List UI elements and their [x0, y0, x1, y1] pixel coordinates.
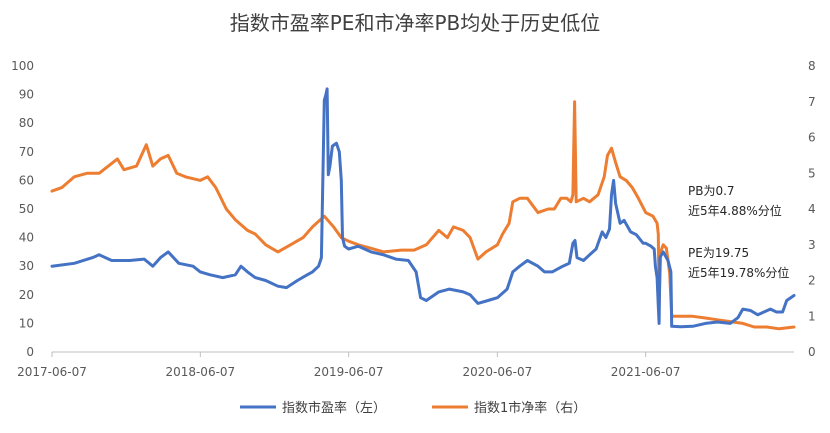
y-right-tick-label: 3 — [808, 238, 816, 252]
y-right-tick-label: 0 — [808, 345, 816, 359]
y-left-tick-label: 10 — [19, 316, 34, 330]
x-tick-label: 2017-06-07 — [17, 365, 87, 379]
y-right-tick-label: 6 — [808, 131, 816, 145]
annotation-pb-line-2: 近5年4.88%分位 — [688, 203, 782, 218]
annotation-pb: PB为0.7 近5年4.88%分位 — [688, 184, 782, 218]
legend: 指数市盈率（左） 指数1市净率（右） — [240, 400, 586, 416]
y-left-tick-label: 70 — [19, 145, 34, 159]
y-right-tick-label: 2 — [808, 274, 816, 288]
series-line-pe — [50, 87, 796, 329]
y-left-tick-label: 100 — [11, 59, 34, 73]
y-left-tick-label: 0 — [26, 345, 34, 359]
annotation-pb-line-1: PB为0.7 — [688, 184, 735, 198]
annotation-pe-line-1: PE为19.75 — [688, 246, 749, 260]
y-left-tick-label: 30 — [19, 259, 34, 273]
y-left-tick-label: 40 — [19, 231, 34, 245]
series-layer — [50, 87, 796, 331]
y-right-tick-label: 5 — [808, 166, 816, 180]
y-left-tick-label: 80 — [19, 116, 34, 130]
x-tick-label: 2020-06-07 — [462, 365, 532, 379]
y-right-tick-label: 7 — [808, 95, 816, 109]
annotation-pe: PE为19.75 近5年19.78%分位 — [688, 246, 789, 280]
annotation-pe-line-2: 近5年19.78%分位 — [688, 265, 789, 280]
y-right-tick-label: 1 — [808, 309, 816, 323]
y-left-tick-label: 20 — [19, 288, 34, 302]
y-left-tick-label: 60 — [19, 173, 34, 187]
chart-title: 指数市盈率PE和市净率PB均处于历史低位 — [230, 11, 600, 35]
axes: 2017-06-07 2018-06-07 2019-06-07 2020-06-07… — [11, 59, 816, 379]
y-left-tick-label: 90 — [19, 88, 34, 102]
y-right-tick-label: 4 — [808, 202, 816, 216]
series-line-pb — [50, 100, 796, 331]
x-tick-label: 2021-06-07 — [611, 365, 681, 379]
y-right-tick-label: 8 — [808, 59, 816, 73]
legend-label-pe: 指数市盈率（左） — [282, 400, 386, 416]
y-left-tick-label: 50 — [19, 202, 34, 216]
x-tick-label: 2018-06-07 — [165, 365, 235, 379]
x-tick-label: 2019-06-07 — [314, 365, 384, 379]
legend-label-pb: 指数1市净率（右） — [474, 400, 586, 416]
